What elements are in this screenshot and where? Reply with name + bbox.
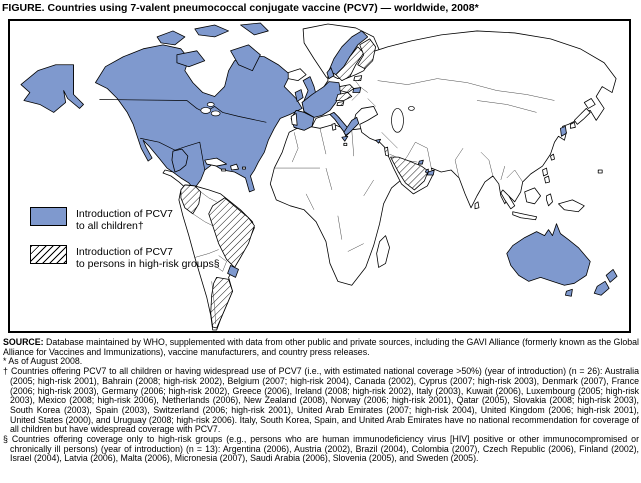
- map-region-jamaica: [221, 168, 227, 172]
- map-region-philippines: [542, 167, 550, 184]
- map-region-cyprus: [375, 138, 382, 144]
- footnote-dagger: † Countries offering PCV7 to all childre…: [3, 366, 639, 435]
- map-region-japan: [569, 98, 596, 129]
- map-region-canadian-arctic-islands: [156, 22, 269, 72]
- map-region-taiwan: [550, 153, 555, 161]
- map-region-israel: [384, 146, 389, 157]
- footnote-asterisk: * As of August 2008.: [3, 357, 639, 367]
- map-region-iceland: [287, 68, 307, 82]
- map-region-south-korea: [560, 125, 567, 137]
- legend-label-all-children: Introduction of PCV7 to all children†: [76, 208, 173, 232]
- map-region-sicily: [341, 135, 349, 142]
- caspian-sea: [391, 108, 404, 133]
- map-region-argentina: [210, 276, 233, 329]
- legend-swatch-high-risk: [30, 245, 67, 264]
- map-region-slovakia: [352, 87, 362, 93]
- source-text: Database maintained by WHO, supplemented…: [3, 337, 639, 357]
- map-region-czech-republic: [339, 84, 355, 93]
- map-region-north-america: [95, 44, 303, 193]
- map-region-australia: [506, 223, 591, 286]
- world-map: [20, 22, 618, 331]
- map-region-saudi-arabia: [390, 156, 429, 191]
- map-region-greece: [343, 116, 360, 136]
- footnote-marker: *: [3, 356, 7, 367]
- map-region-malta: [343, 142, 348, 146]
- footnote-section: § Countries offering coverage only to hi…: [3, 434, 639, 464]
- map-region-latvia: [353, 75, 363, 82]
- legend-item-high-risk: Introduction of PCV7 to persons in high-…: [30, 245, 220, 270]
- map-region-united-arab-emirates: [426, 169, 435, 176]
- map-region-madagascar: [376, 235, 390, 268]
- figure-notes: SOURCE: Database maintained by WHO, supp…: [3, 337, 639, 464]
- footnote-text: Countries offering PCV7 to all children …: [8, 366, 639, 435]
- legend-swatch-all-children: [30, 207, 67, 226]
- source-label: SOURCE:: [3, 337, 44, 347]
- figure-title: FIGURE. Countries using 7-valent pneumoc…: [2, 2, 479, 14]
- map-region-tasmania: [565, 288, 573, 297]
- map-region-finland: [357, 38, 377, 70]
- source-note: SOURCE: Database maintained by WHO, supp…: [3, 337, 639, 357]
- map-region-puerto-rico: [242, 166, 246, 170]
- map-region-ireland: [294, 89, 304, 102]
- footnote-marker: †: [3, 366, 9, 377]
- map-region-portugal: [290, 113, 298, 126]
- map-region-alaska: [20, 64, 84, 113]
- map-region-new-zealand: [593, 269, 618, 296]
- map-region-denmark: [326, 67, 335, 80]
- map-region-indonesia: [500, 187, 553, 221]
- map-region-hispaniola: [230, 163, 239, 171]
- south-america-inner-borders: [192, 191, 227, 325]
- map-region-sri-lanka: [474, 201, 480, 210]
- map-region-cuba: [204, 157, 227, 167]
- map-region-micronesia: [597, 169, 603, 174]
- legend-label-high-risk: Introduction of PCV7 to persons in high-…: [76, 246, 220, 270]
- great-lakes: [200, 102, 221, 117]
- map-legend: Introduction of PCV7 to all children† In…: [30, 207, 220, 283]
- footnote-text: Countries offering coverage only to high…: [7, 434, 639, 464]
- map-region-kuwait: [417, 159, 424, 165]
- map-region-austria: [335, 92, 353, 101]
- footnote-text: As of August 2008.: [6, 356, 83, 367]
- map-region-uruguay: [227, 265, 239, 278]
- legend-item-all-children: Introduction of PCV7 to all children†: [30, 207, 220, 232]
- border-us-mexico: [140, 137, 206, 171]
- map-region-sardinia: [331, 122, 337, 131]
- map-region-new-guinea: [558, 199, 585, 213]
- footnote-marker: §: [3, 434, 8, 445]
- map-region-slovenia: [336, 101, 345, 106]
- aral-sea: [408, 106, 415, 111]
- africa-inner-borders: [274, 128, 374, 252]
- map-region-yucatan: [171, 148, 189, 173]
- world-map-panel: Introduction of PCV7 to all children† In…: [8, 19, 631, 333]
